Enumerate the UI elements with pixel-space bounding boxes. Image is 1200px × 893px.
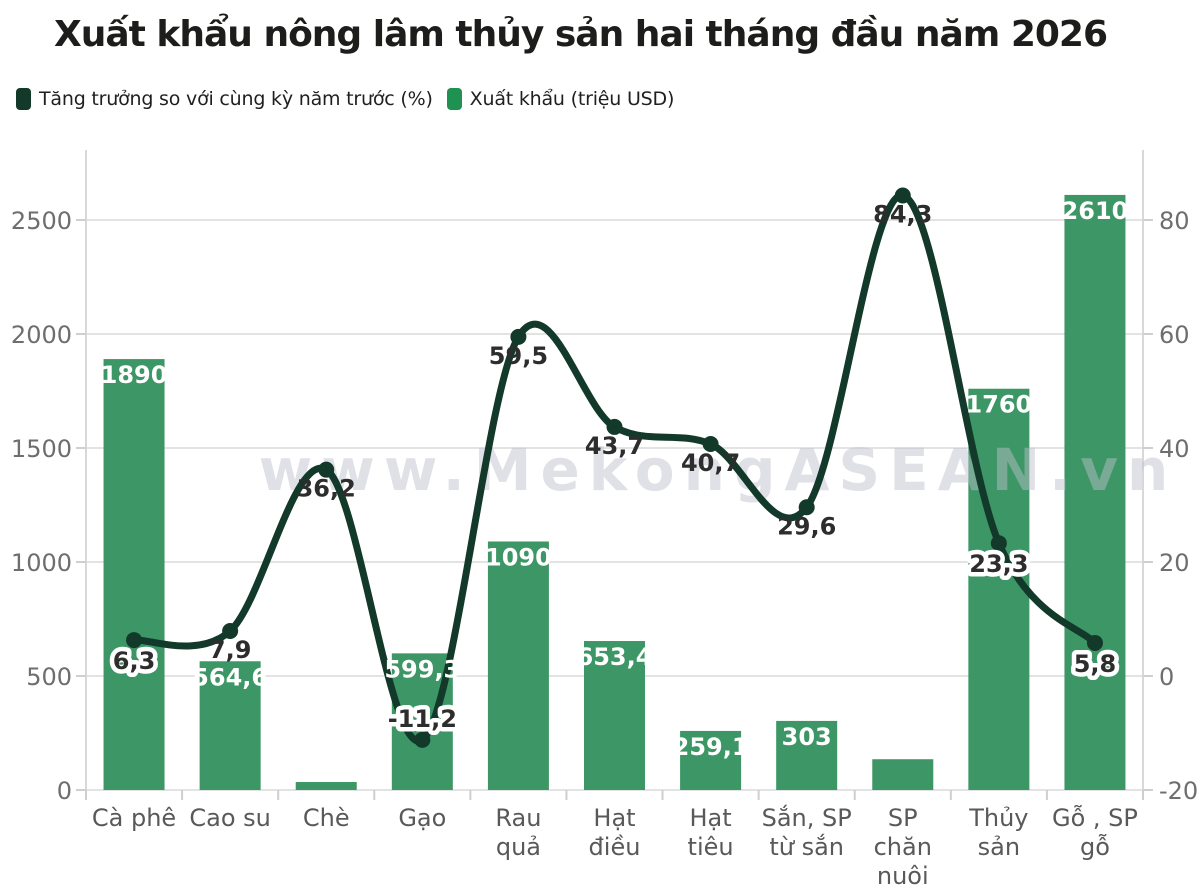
right-axis-tick-label: 80 <box>1159 207 1190 235</box>
x-axis-category-label: Rau quả <box>495 804 541 861</box>
bar-value-label: 303 <box>782 723 832 751</box>
line-point-Sắn, SP từ sắn[interactable] <box>798 499 815 516</box>
right-axis-tick-label: 40 <box>1159 435 1190 463</box>
line-value-label: 29,6 <box>777 512 836 540</box>
line-value-label: 59,5 <box>489 342 548 370</box>
line-point-Cao su[interactable] <box>222 622 239 639</box>
legend-item-export[interactable]: Xuất khẩu (triệu USD) <box>446 88 675 110</box>
bar-value-label: 259,1 <box>673 733 749 761</box>
line-point-Chè[interactable] <box>318 461 335 478</box>
x-axis-category-label: Thủy sản <box>968 804 1028 861</box>
line-value-label: 40,7 <box>681 449 740 477</box>
line-point-Gỗ , SP gỗ[interactable] <box>1086 634 1103 651</box>
line-point-Thủy sản[interactable] <box>990 535 1007 552</box>
line-value-label: 36,2 <box>297 475 356 503</box>
x-axis-category-label: Sắn, SP từ sắn <box>762 803 852 861</box>
right-axis-tick-label: -20 <box>1159 777 1198 805</box>
bar-Chè[interactable] <box>295 782 357 790</box>
bar-series <box>103 194 1126 791</box>
line-points <box>126 187 1103 748</box>
x-axis-category-label: Hạt điều <box>589 804 641 861</box>
x-axis-category-label: Hạt tiêu <box>688 804 734 861</box>
chart-title: Xuất khẩu nông lâm thủy sản hai tháng đầ… <box>54 14 1108 55</box>
bar-Thủy sản[interactable] <box>968 388 1030 790</box>
line-value-label: 43,7 <box>585 432 644 460</box>
line-value-label: -11,2 <box>388 705 457 733</box>
line-point-Cà phê[interactable] <box>126 632 143 649</box>
x-axis-category-label: Gỗ , SP gỗ <box>1052 803 1138 861</box>
bar-value-label: 1890 <box>101 361 168 389</box>
left-axis-tick-label: 0 <box>57 777 72 805</box>
line-point-SP chăn nuôi[interactable] <box>894 187 911 204</box>
bar-SP chăn nuôi[interactable] <box>872 759 934 790</box>
bar-Sắn, SP từ sắn[interactable] <box>776 720 838 790</box>
bar-Hạt điều[interactable] <box>584 641 645 790</box>
bar-Cà phê[interactable] <box>103 359 165 790</box>
left-axis-tick-label: 2500 <box>11 207 72 235</box>
right-axis-tick-label: 20 <box>1159 549 1190 577</box>
x-axis-category-label: Chè <box>303 804 350 832</box>
line-point-Hạt tiêu[interactable] <box>702 436 719 453</box>
legend-item-growth[interactable]: Tăng trưởng so với cùng kỳ năm trước (%) <box>16 88 433 110</box>
bar-Gỗ , SP gỗ[interactable] <box>1064 194 1126 791</box>
bar-value-label: 599,3 <box>384 655 460 683</box>
x-axis-category-label: Cà phê <box>92 804 176 832</box>
legend-swatch-export <box>446 88 462 110</box>
left-axis-tick-label: 1000 <box>11 549 72 577</box>
bar-Hạt tiêu[interactable] <box>680 730 742 790</box>
left-axis-tick-label: 1500 <box>11 435 72 463</box>
line-point-Rau quả[interactable] <box>510 328 527 345</box>
legend-label-export: Xuất khẩu (triệu USD) <box>469 88 675 110</box>
x-axis-category-label: SP chăn nuôi <box>874 804 932 890</box>
line-point-Gạo[interactable] <box>414 731 431 748</box>
line-value-label: 7,9 <box>209 636 252 664</box>
bar-Rau quả[interactable] <box>487 541 549 790</box>
bar-value-label: 2610 <box>1062 197 1129 225</box>
left-axis-tick-label: 2000 <box>11 321 72 349</box>
left-axis-tick-label: 500 <box>26 663 72 691</box>
bar-value-label: 1090 <box>485 543 552 571</box>
axis-ticks <box>76 219 1153 800</box>
right-axis-tick-label: 60 <box>1159 321 1190 349</box>
bar-Cao su[interactable] <box>199 661 261 790</box>
bar-value-label: 1760 <box>965 391 1032 419</box>
right-axis-tick-label: 0 <box>1159 663 1174 691</box>
legend: Tăng trưởng so với cùng kỳ năm trước (%)… <box>16 88 674 110</box>
x-axis-category-label: Gạo <box>398 804 446 832</box>
legend-label-growth: Tăng trưởng so với cùng kỳ năm trước (%) <box>39 88 433 110</box>
line-value-label: 84,3 <box>873 200 932 228</box>
x-axis-category-label: Cao su <box>189 804 271 832</box>
legend-swatch-growth <box>16 88 31 110</box>
bar-value-label: 653,4 <box>577 643 653 671</box>
bar-value-label: 564,6 <box>192 663 268 691</box>
line-value-label: 6,3 <box>113 647 156 675</box>
line-point-Hạt điều[interactable] <box>606 418 623 435</box>
line-value-label: 5,8 <box>1074 650 1117 678</box>
line-value-label: 23,3 <box>969 550 1028 578</box>
